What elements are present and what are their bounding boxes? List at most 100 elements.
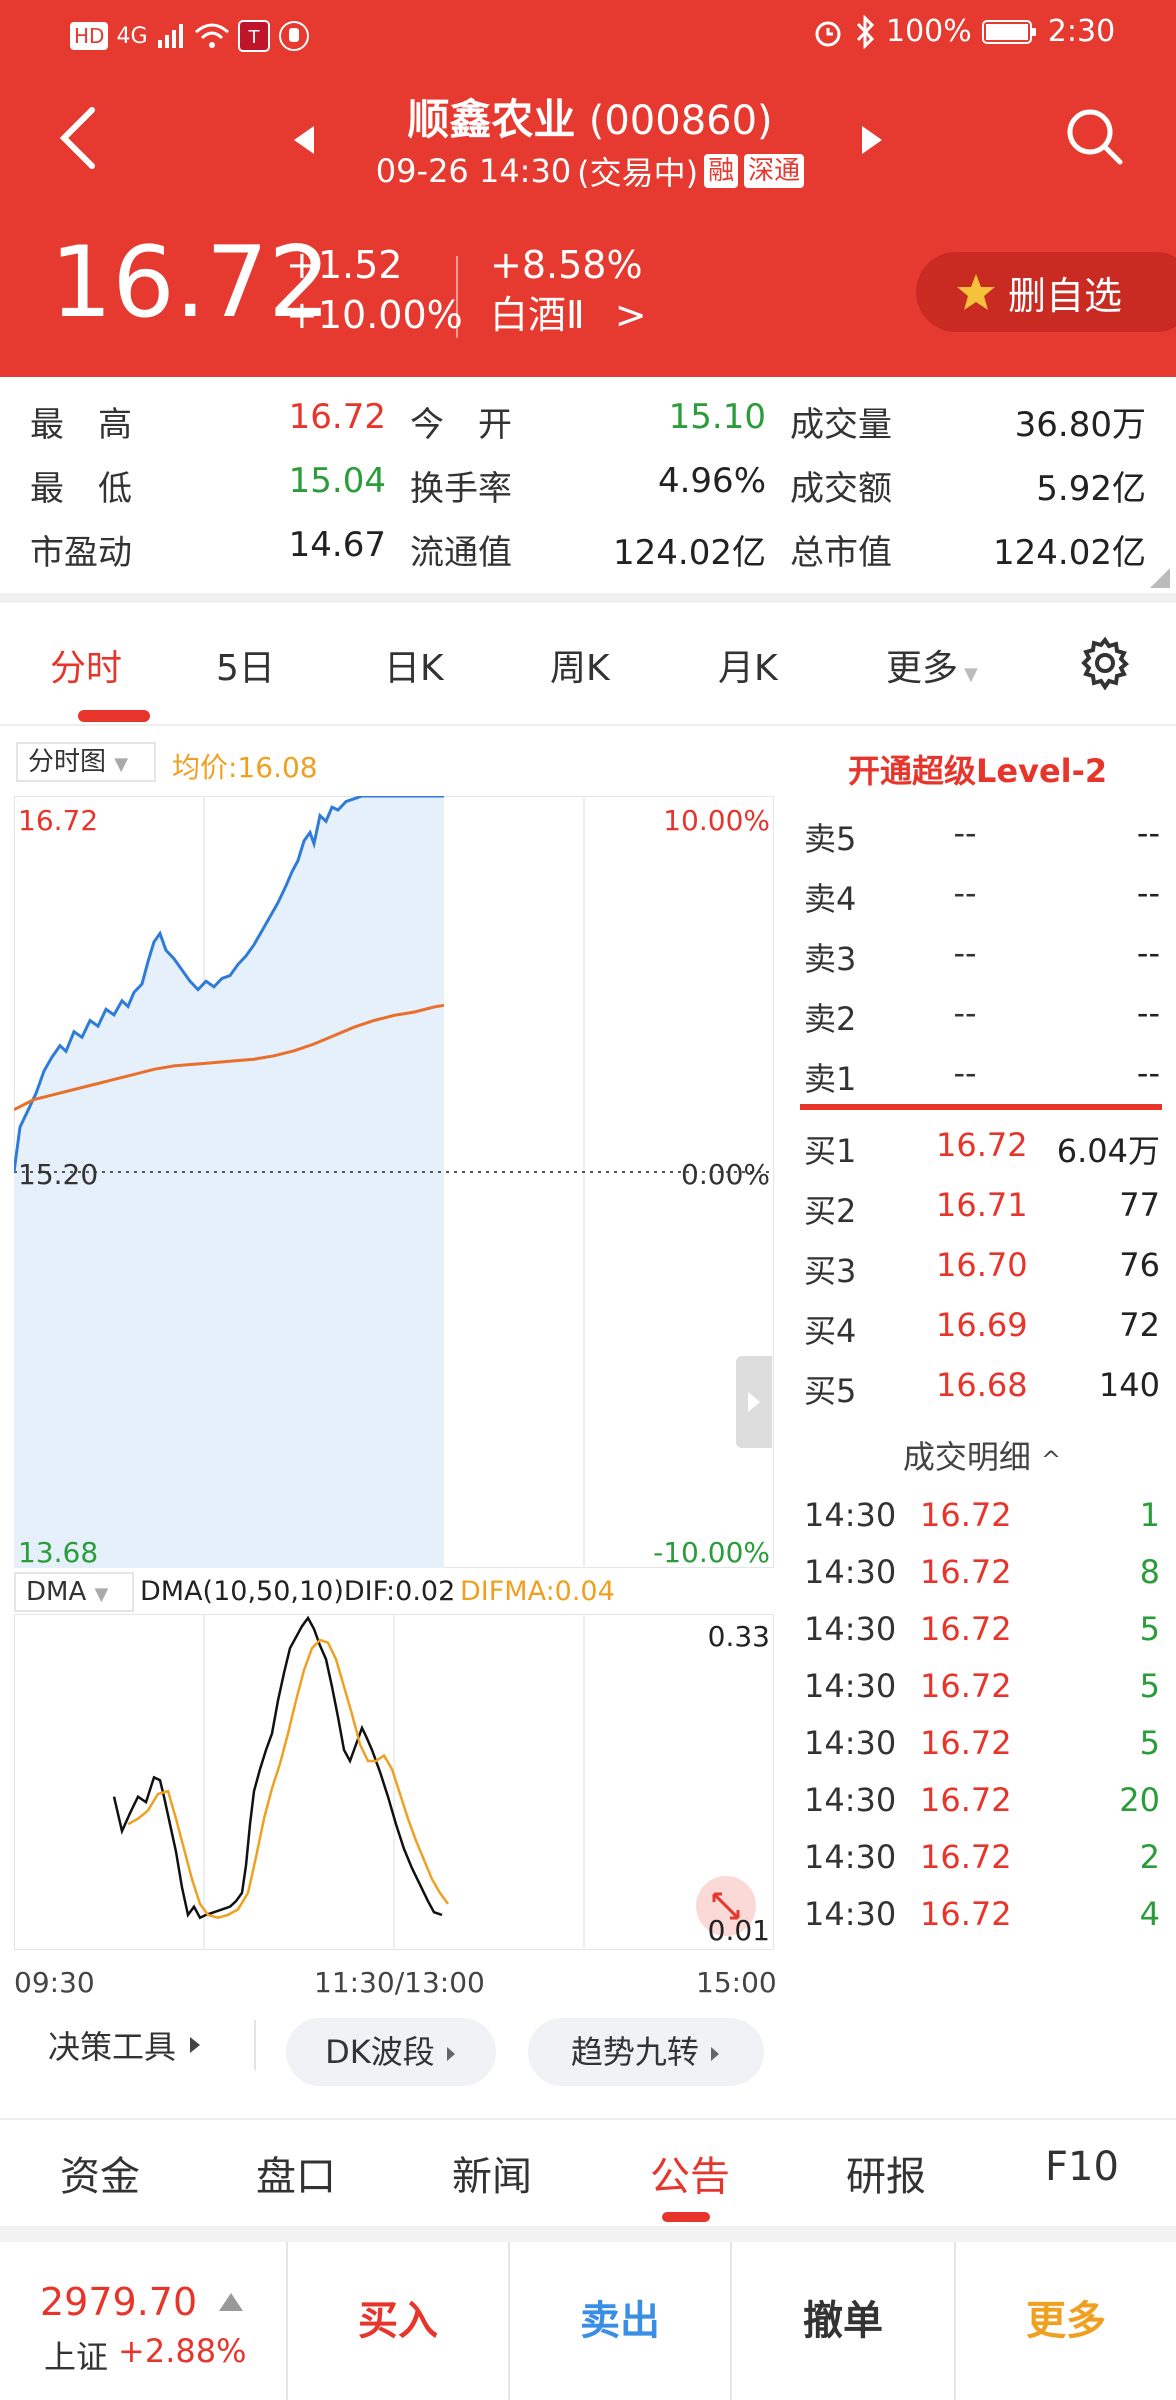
divider xyxy=(0,2226,1176,2242)
stock-code: (000860) xyxy=(588,98,773,144)
dk-band-label[interactable]: DK波段 xyxy=(325,2033,435,2071)
dk-band-chip[interactable]: DK波段 xyxy=(286,2018,496,2086)
stat-label: 最 高 xyxy=(30,405,132,445)
prev-stock-icon[interactable] xyxy=(290,124,318,156)
search-icon[interactable] xyxy=(1064,106,1124,166)
chart-type-value[interactable]: 分时图 xyxy=(28,747,107,777)
decision-tools-label[interactable]: 决策工具 xyxy=(48,2028,177,2066)
stock-name: 顺鑫农业 xyxy=(407,95,576,144)
chart-tab[interactable]: 更多 ▼ xyxy=(886,639,996,691)
chart-tab-label[interactable]: 分时 xyxy=(50,648,123,689)
sell-level-volume: -- xyxy=(1136,874,1160,912)
chevron-down-icon[interactable]: ▼ xyxy=(94,1584,109,1605)
tick-price: 16.72 xyxy=(920,1610,1012,1648)
index-info[interactable]: 上证 +2.88% xyxy=(44,2332,246,2378)
level2-link[interactable]: 开通超级Level-2 xyxy=(848,752,1108,790)
watchlist-label[interactable]: 删自选 xyxy=(1008,273,1123,318)
info-tab[interactable]: F10 xyxy=(1045,2144,1119,2190)
tick-volume: 1 xyxy=(1139,1496,1160,1534)
chart-tab[interactable]: 周K xyxy=(550,639,680,691)
chart-tab[interactable]: 分时 xyxy=(50,639,180,691)
chart-tab-label[interactable]: 周K xyxy=(550,648,610,689)
sector-arrow-icon[interactable]: > xyxy=(614,293,647,337)
header-divider xyxy=(456,256,458,338)
stat-value: 124.02亿 xyxy=(613,533,766,573)
trade-datetime: 09-26 14:30 xyxy=(375,152,572,190)
tick-volume: 4 xyxy=(1139,1895,1160,1933)
ticks-toggle[interactable]: 成交明细 ^ xyxy=(800,1432,1164,1478)
stat-label: 流通值 xyxy=(410,533,512,573)
more-actions-button[interactable]: 更多 xyxy=(1026,2298,1106,2344)
ticks-title[interactable]: 成交明细 xyxy=(902,1438,1031,1476)
indicator-select[interactable]: DMA ▼ xyxy=(14,1572,134,1612)
trade-status: (交易中) xyxy=(577,154,699,192)
cancel-order-button[interactable]: 撤单 xyxy=(803,2298,883,2344)
chevron-up-icon[interactable]: ^ xyxy=(1041,1446,1062,1474)
expand-corner-icon[interactable] xyxy=(1148,566,1172,590)
tick-time: 14:30 xyxy=(804,1838,897,1876)
back-icon[interactable] xyxy=(56,104,100,172)
chart-tab[interactable]: 月K xyxy=(718,639,848,691)
info-tabs: 资金 盘口 新闻 公告 研报 F10 xyxy=(0,2120,1176,2230)
index-change[interactable]: +2.88% xyxy=(118,2332,247,2370)
up-triangle-icon xyxy=(219,2293,244,2311)
buy-button[interactable]: 买入 xyxy=(358,2298,438,2344)
wifi-icon xyxy=(194,23,229,48)
chart-tab[interactable]: 日K xyxy=(384,639,514,691)
hd-icon: HD xyxy=(70,22,109,50)
info-tab[interactable]: 新闻 xyxy=(452,2154,532,2200)
active-tab-indicator xyxy=(78,710,150,722)
stat-value: 5.92亿 xyxy=(1036,469,1146,509)
sell-level-label: 卖3 xyxy=(804,940,857,978)
svg-text:T: T xyxy=(247,27,260,48)
chevron-down-icon[interactable]: ▼ xyxy=(964,664,978,685)
settings-gear-icon[interactable] xyxy=(1078,636,1132,690)
chart-tab-label[interactable]: 日K xyxy=(384,648,444,689)
price-change: +1.52 xyxy=(286,243,403,287)
sector-link[interactable]: 白酒Ⅱ > xyxy=(490,292,647,338)
sell-level-price: -- xyxy=(953,994,977,1032)
dma-chart[interactable] xyxy=(14,1614,774,1950)
trend-nine-label[interactable]: 趋势九转 xyxy=(570,2033,699,2071)
buy-level-volume: 6.04万 xyxy=(1056,1132,1160,1170)
shenzhen-connect-badge: 深通 xyxy=(744,154,805,188)
index-value-row[interactable]: 2979.70 xyxy=(40,2280,245,2324)
fullscreen-icon xyxy=(712,1892,740,1920)
buy-level-price: 16.72 xyxy=(936,1126,1028,1164)
buy-level-label: 买1 xyxy=(804,1132,857,1170)
divider xyxy=(0,593,1176,603)
stock-header: HD 4G T 100% 2:30 顺鑫农业 (000860) 09-26 14… xyxy=(0,0,1176,377)
watchlist-button[interactable]: 删自选 xyxy=(916,252,1176,332)
chevron-down-icon[interactable]: ▼ xyxy=(114,754,129,775)
info-tab[interactable]: 资金 xyxy=(60,2154,140,2200)
tick-price: 16.72 xyxy=(920,1667,1012,1705)
info-tab[interactable]: 盘口 xyxy=(256,2154,336,2200)
sector-name[interactable]: 白酒Ⅱ xyxy=(490,293,585,337)
tick-volume: 5 xyxy=(1139,1667,1160,1705)
chart-tab-label[interactable]: 5日 xyxy=(216,648,275,689)
sell-button[interactable]: 卖出 xyxy=(580,2298,660,2344)
trend-nine-chip[interactable]: 趋势九转 xyxy=(528,2018,764,2086)
tick-volume: 5 xyxy=(1139,1724,1160,1762)
index-name[interactable]: 上证 xyxy=(44,2338,109,2376)
info-tab[interactable]: 研报 xyxy=(846,2154,926,2200)
chevron-right-icon[interactable] xyxy=(746,1390,762,1414)
divider xyxy=(508,2242,510,2400)
index-value[interactable]: 2979.70 xyxy=(40,2280,198,2324)
chart-tab-label[interactable]: 更多 xyxy=(886,648,959,689)
indicator-select-value[interactable]: DMA xyxy=(26,1577,87,1607)
intraday-chart[interactable] xyxy=(14,796,774,1568)
collapse-handle[interactable] xyxy=(736,1356,772,1448)
time-axis-start: 09:30 xyxy=(14,1966,95,1999)
info-tab[interactable]: 公告 xyxy=(650,2154,730,2200)
signal-icon xyxy=(157,24,183,48)
next-stock-icon[interactable] xyxy=(858,124,886,156)
alarm-icon xyxy=(815,21,841,46)
chart-tab-label[interactable]: 月K xyxy=(718,648,778,689)
decision-tools-button[interactable]: 决策工具 xyxy=(48,2022,202,2068)
buy-level-volume: 76 xyxy=(1119,1246,1160,1284)
chart-tab[interactable]: 5日 xyxy=(216,639,346,691)
chart-type-select[interactable]: 分时图 ▼ xyxy=(16,742,156,782)
active-info-tab-indicator xyxy=(662,2212,710,2222)
tick-time: 14:30 xyxy=(804,1553,897,1591)
